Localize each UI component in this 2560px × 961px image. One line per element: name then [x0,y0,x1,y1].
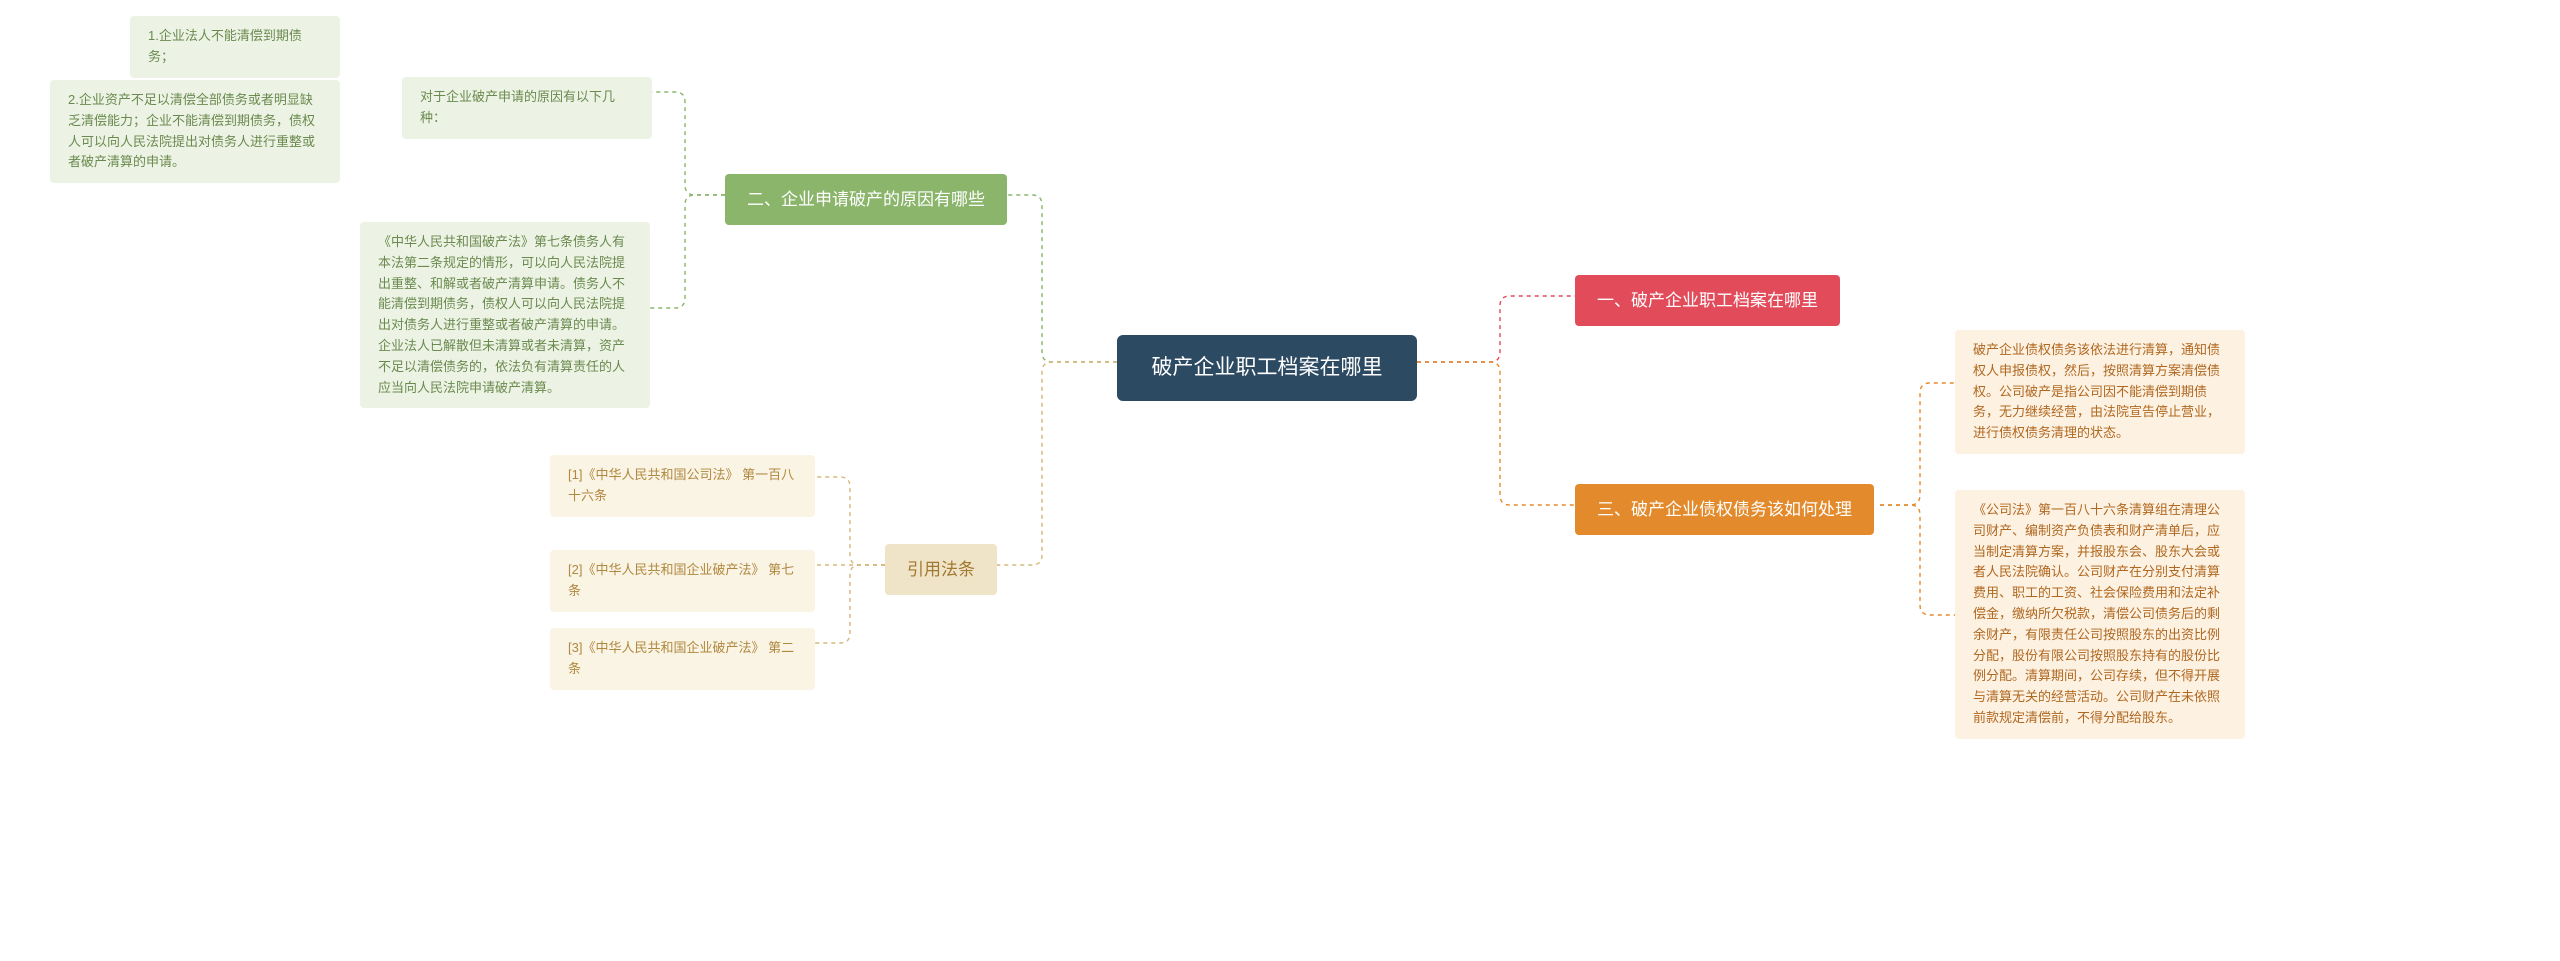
leaf-b2-2: 2.企业资产不足以清偿全部债务或者明显缺乏清偿能力；企业不能清偿到期债务，债权人… [50,80,340,183]
leaf-b4-3: [3]《中华人民共和国企业破产法》 第二条 [550,628,815,690]
leaf-b4-1: [1]《中华人民共和国公司法》 第一百八十六条 [550,455,815,517]
leaf-b2-3: 《中华人民共和国破产法》第七条债务人有本法第二条规定的情形，可以向人民法院提出重… [360,222,650,408]
leaf-b3-1: 破产企业债权债务该依法进行清算，通知债权人申报债权，然后，按照清算方案清偿债权。… [1955,330,2245,454]
branch-3: 三、破产企业债权债务该如何处理 [1575,484,1874,535]
leaf-b3-2: 《公司法》第一百八十六条清算组在清理公司财产、编制资产负债表和财产清单后，应当制… [1955,490,2245,739]
leaf-b2-sub: 对于企业破产申请的原因有以下几种： [402,77,652,139]
root-node: 破产企业职工档案在哪里 [1117,335,1417,401]
branch-4: 引用法条 [885,544,997,595]
branch-2: 二、企业申请破产的原因有哪些 [725,174,1007,225]
leaf-b2-1: 1.企业法人不能清偿到期债务； [130,16,340,78]
branch-1: 一、破产企业职工档案在哪里 [1575,275,1840,326]
leaf-b4-2: [2]《中华人民共和国企业破产法》 第七条 [550,550,815,612]
